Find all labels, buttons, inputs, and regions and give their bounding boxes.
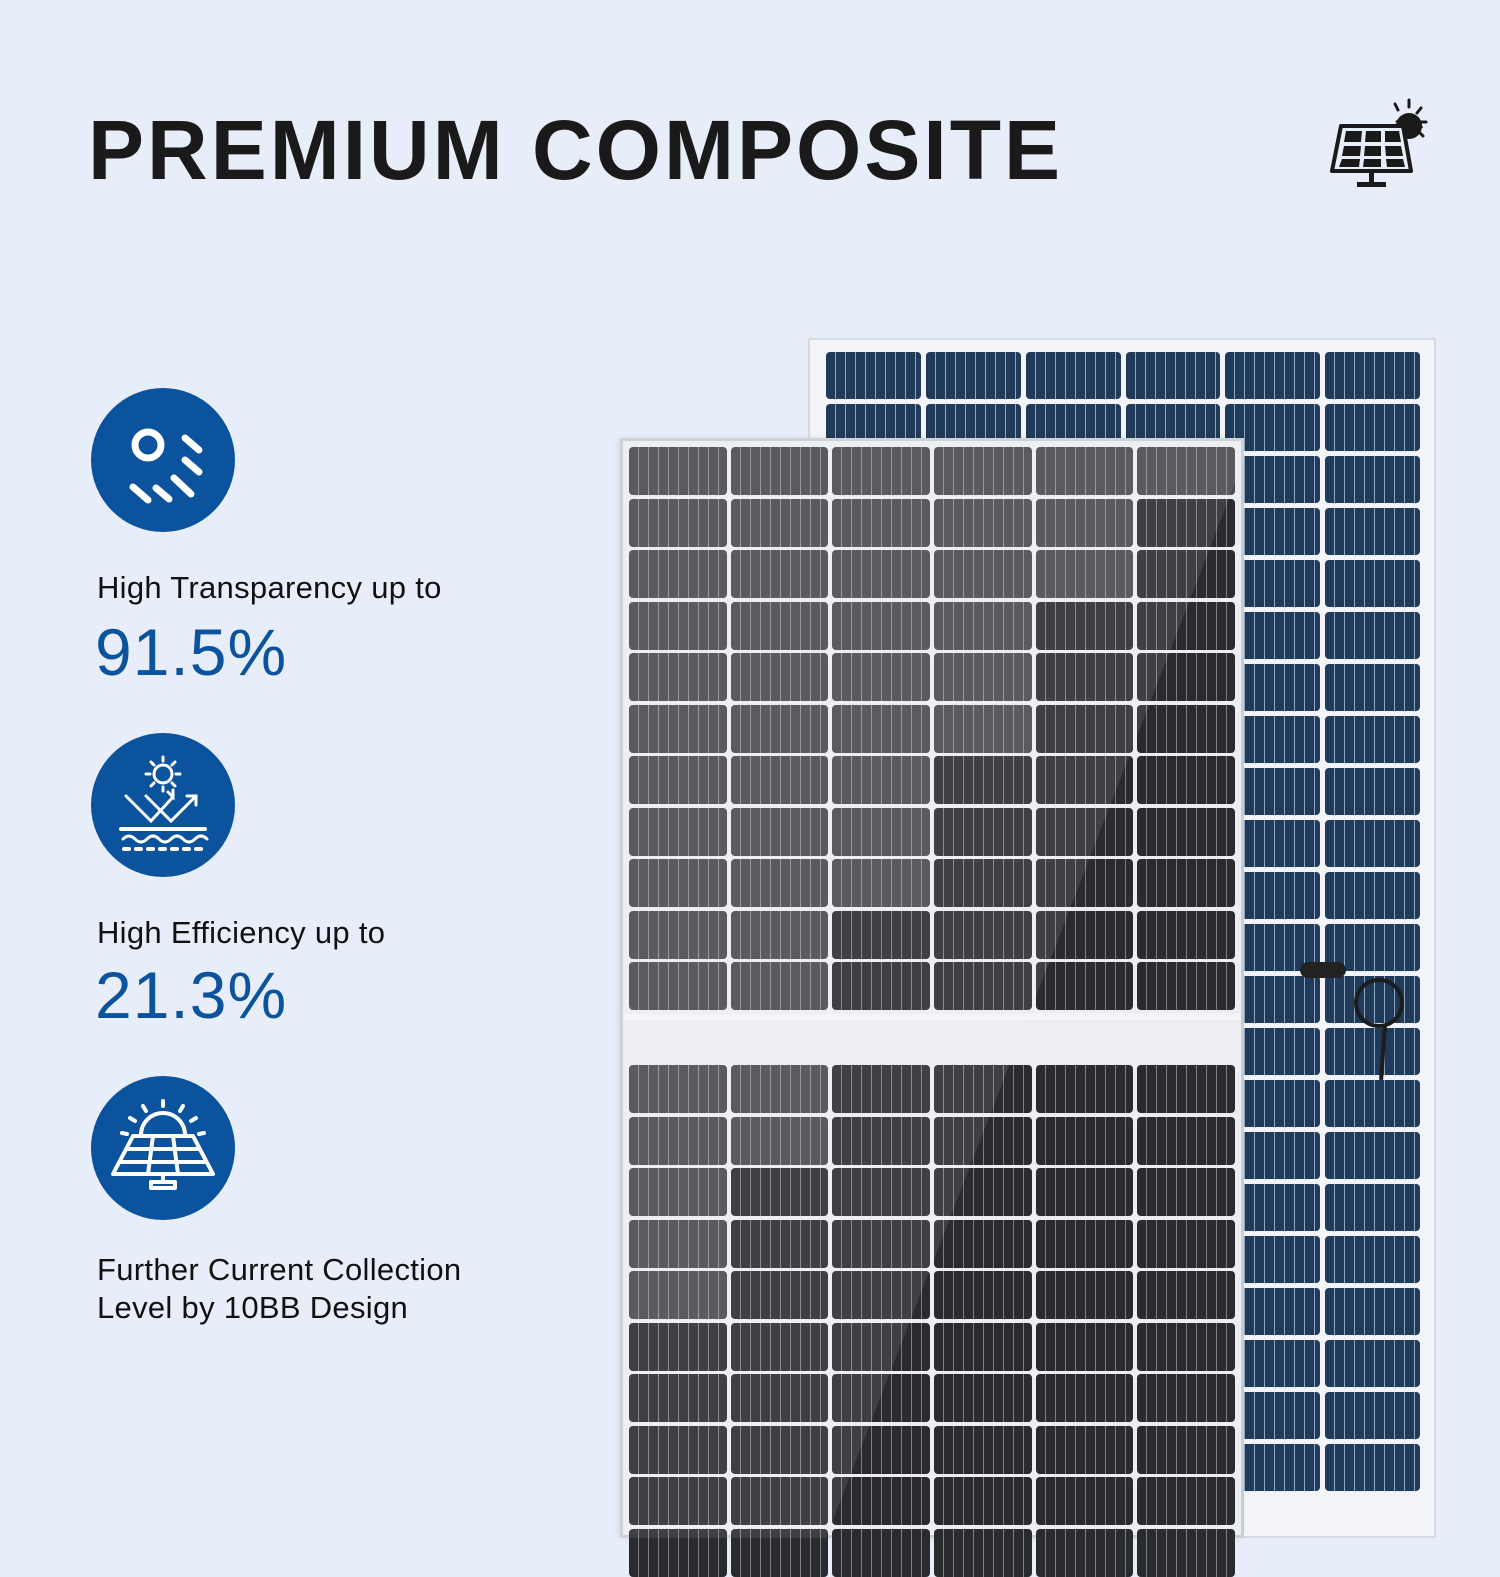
- solar-panel-sun-icon: [1325, 98, 1430, 190]
- collection-label-line1: Further Current Collection: [97, 1252, 462, 1287]
- transparency-value: 91.5%: [95, 615, 288, 689]
- collection-label-line2: Level by 10BB Design: [97, 1290, 409, 1325]
- sun-reflection-efficiency-icon: [91, 733, 235, 877]
- transparency-circles-lines-icon: [91, 388, 235, 532]
- coiled-cable: [1354, 978, 1404, 1028]
- junction-box: [1300, 962, 1346, 978]
- solar-panel-sunrise-icon: [91, 1076, 235, 1220]
- transparency-label: High Transparency up to: [97, 570, 442, 605]
- efficiency-value: 21.3%: [95, 958, 288, 1032]
- front-solar-panel-image: [620, 438, 1244, 1577]
- front-panel-cells: [623, 447, 1241, 1577]
- efficiency-label: High Efficiency up to: [97, 915, 386, 950]
- page-title: PREMIUM COMPOSITE: [88, 103, 1064, 197]
